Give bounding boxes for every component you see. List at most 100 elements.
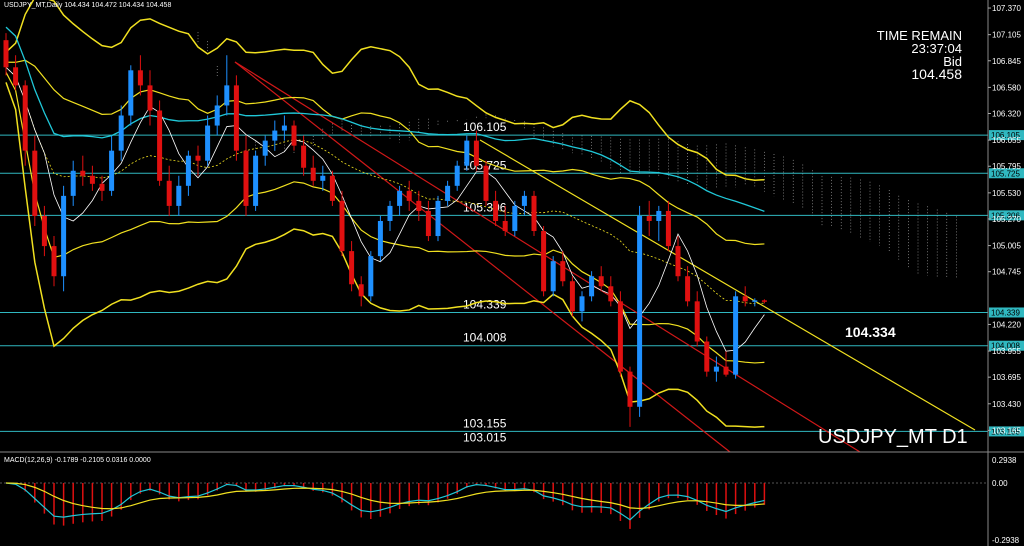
macd-signal-line (5, 482, 765, 510)
candle-body (214, 105, 220, 126)
candle-body (339, 200, 345, 252)
candle-body (301, 145, 307, 168)
candle-body (627, 371, 633, 407)
candle-body (483, 165, 489, 201)
price-tick-label: 106.320 (992, 110, 1021, 119)
chart-header: USDJPY_MT,Daily 104.434 104.472 104.434 … (4, 2, 172, 9)
candle-body (329, 175, 335, 201)
candle-body (425, 210, 431, 237)
candle-body (368, 256, 374, 297)
time-remain-label: TIME REMAIN (876, 28, 962, 43)
level-label: 103.155 (463, 416, 507, 430)
bid-label: Bid (943, 54, 962, 69)
price-tick-label: 105.530 (992, 189, 1021, 198)
time-remain-value: 23:37:04 (911, 41, 962, 56)
macd-tick-label: 0.00 (992, 479, 1008, 488)
level-badge-label: 105.725 (991, 169, 1020, 178)
candle-body (723, 366, 729, 375)
price-tick-label: 105.005 (992, 242, 1021, 251)
candle-body (646, 215, 652, 221)
bollinger-upper-2 (5, 0, 765, 181)
candle-body (665, 210, 671, 247)
candle-body (742, 296, 748, 302)
candle-body (445, 185, 451, 201)
level-badge-label: 104.008 (991, 342, 1020, 351)
candle-body (387, 205, 393, 221)
level-badge (989, 130, 1024, 141)
candle-body (99, 183, 105, 191)
candles (3, 33, 767, 427)
candle-body (22, 85, 28, 151)
macd-tick-label: -0.2938 (992, 536, 1020, 545)
candle-body (109, 150, 115, 191)
candle-body (473, 140, 479, 166)
moving-average-cyan (5, 26, 765, 212)
candle-body (233, 85, 239, 151)
candle-body (358, 284, 364, 297)
price-tick-label: 104.745 (992, 268, 1021, 277)
candle-body (41, 215, 47, 247)
candle-body (416, 200, 422, 211)
candle-body (493, 200, 499, 221)
trend-lines (234, 61, 976, 453)
candle-body (435, 200, 441, 237)
candle-body (349, 251, 355, 285)
candle-body (617, 301, 623, 372)
candle-body (137, 70, 143, 86)
price-tick-label: 103.165 (992, 426, 1021, 435)
price-tick-label: 103.695 (992, 373, 1021, 382)
candle-body (512, 205, 518, 232)
candle-body (176, 185, 182, 206)
level-label: 104.339 (463, 297, 507, 311)
candle-body (377, 220, 383, 257)
candle-body (147, 85, 153, 111)
candle-body (166, 180, 172, 206)
price-tick-label: 103.955 (992, 347, 1021, 356)
candle-body (262, 140, 268, 156)
candle-body (80, 170, 86, 176)
price-tick-label: 106.845 (992, 57, 1021, 66)
candle-body (685, 276, 691, 302)
symbol-timeframe-label: USDJPY_MT D1 (818, 426, 968, 448)
macd-header: MACD(12,26,9) -0.1789 -0.2105 0.0316 0.0… (4, 457, 151, 464)
level-badge (989, 426, 1024, 437)
candle-body (713, 366, 719, 372)
price-tick-label: 105.795 (992, 162, 1021, 171)
candle-body (608, 286, 614, 302)
level-badge-label: 105.306 (991, 211, 1020, 220)
macd-line (5, 482, 765, 521)
candle-body (224, 85, 230, 106)
price-tick-label: 107.105 (992, 31, 1021, 40)
candle-body (464, 140, 470, 166)
candle-body (752, 300, 758, 302)
trend-line-yellow (479, 139, 976, 431)
candle-body (637, 215, 643, 407)
price-tick-label: 105.270 (992, 215, 1021, 224)
level-badge-label: 103.155 (991, 427, 1020, 436)
candle-body (32, 150, 38, 216)
candle-body (694, 301, 700, 342)
candle-body (13, 67, 19, 86)
candle-body (89, 175, 95, 184)
level-badge-label: 106.105 (991, 131, 1020, 140)
macd-panel: 0.2938 0.00 -0.2938 (0, 456, 1020, 545)
candle-body (320, 175, 326, 181)
candle-body (281, 125, 287, 131)
horizontal-levels: 106.105106.105105.725105.725105.306105.3… (0, 120, 1024, 444)
candle-body (118, 115, 124, 151)
candle-body (531, 195, 537, 232)
candle-body (579, 296, 585, 312)
candle-body (454, 165, 460, 186)
candle-body (70, 170, 76, 196)
candle-body (704, 341, 710, 372)
level-label: 106.105 (463, 120, 507, 134)
level-badge (989, 340, 1024, 351)
candle-body (243, 150, 249, 206)
candle-body (3, 40, 9, 68)
level-badge (989, 168, 1024, 179)
level-badge (989, 210, 1024, 221)
price-tick-label: 103.430 (992, 400, 1021, 409)
